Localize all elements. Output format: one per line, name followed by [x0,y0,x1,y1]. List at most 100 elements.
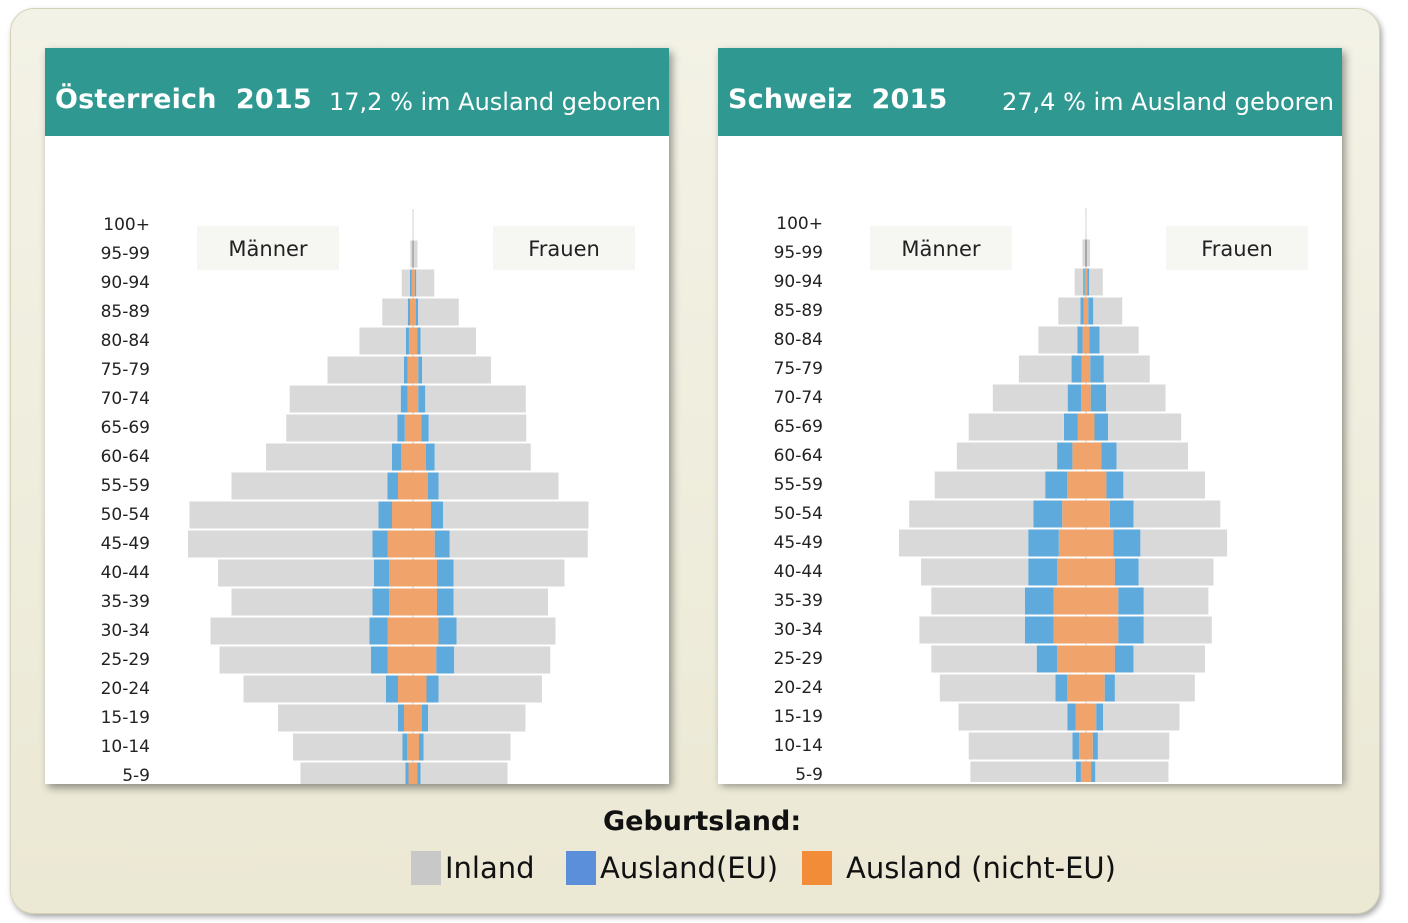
bar-female-inland [414,240,418,268]
bar-male-ausland-nicht-eu [1084,268,1086,296]
maenner-label-box [197,226,339,270]
bar-male-ausland-nicht-eu [1081,355,1086,383]
bar-female-ausland-nicht-eu [413,472,428,500]
age-tick-label: 70-74 [774,388,823,408]
bar-male-ausland-eu [371,646,388,674]
bar-male-inland [968,413,1064,441]
bar-male-ausland-nicht-eu [1062,500,1086,528]
bar-male-ausland-nicht-eu [1075,703,1086,731]
bar-female-ausland-eu [416,298,419,326]
bar-male-ausland-eu [1055,674,1068,702]
bar-female-ausland-eu [1101,442,1117,470]
bar-female-inland [423,733,511,761]
bar-male-ausland-nicht-eu [1079,732,1086,760]
age-tick-label: 85-89 [774,301,823,321]
population-pyramid-chart: 100+ 95-99 90-94 85-89 80-84 75-79 70-74 65-69 6… [774,208,1308,782]
bar-female-ausland-eu [1089,326,1100,354]
bar-female-ausland-nicht-eu [1086,384,1091,412]
bar-male-ausland-eu [1067,384,1082,412]
bar-female-ausland-nicht-eu [1086,355,1091,383]
bar-male-inland [958,703,1068,731]
bar-female-ausland-nicht-eu [1086,558,1115,586]
bar-male-ausland-nicht-eu [1077,413,1086,441]
age-tick-label: 35-39 [101,592,150,612]
bar-female-inland [1133,500,1221,528]
age-tick-label: 80-84 [774,330,823,350]
age-tick-label: 20-24 [101,679,150,699]
bar-male-ausland-nicht-eu [407,385,413,413]
bar-female-ausland-nicht-eu [1086,616,1119,644]
pyramid-panel-austria: Österreich 2015 17,2 % im Ausland gebore… [45,48,669,784]
chart-area: 100+ 95-99 90-94 85-89 80-84 75-79 70-74 65-69 6… [718,136,1342,784]
bar-male-ausland-eu [1072,732,1080,760]
bar-male-ausland-eu [398,704,404,732]
bar-male-ausland-nicht-eu [404,704,413,732]
frauen-label: Frauen [528,237,600,261]
bar-female-ausland-nicht-eu [413,269,415,297]
bar-female-inland [438,472,559,500]
bar-male-ausland-nicht-eu [1067,471,1086,499]
bar-female-ausland-nicht-eu [1086,732,1093,760]
age-tick-label: 65-69 [101,418,150,438]
bar-female-ausland-eu [436,646,455,674]
bar-male-ausland-nicht-eu [1057,645,1086,673]
age-tick-label: 25-29 [101,650,150,670]
population-pyramid-chart: 100+ 95-99 90-94 85-89 80-84 75-79 70-74 65-69 6… [101,209,635,784]
bar-female-ausland-nicht-eu [1086,239,1087,267]
bar-female-inland [1114,674,1195,702]
bar-female-ausland-eu [1092,732,1098,760]
legend-item-inland: Inland [411,850,535,886]
bar-male-ausland-nicht-eu [1085,239,1086,267]
bar-female-ausland-eu [1104,674,1115,702]
bar-male-inland [218,559,374,587]
bar-male-ausland-eu [1084,239,1086,267]
bar-female-ausland-eu [437,588,454,616]
age-tick-label: 80-84 [101,331,150,351]
bar-female-ausland-nicht-eu [1086,413,1095,441]
legend-item-ausland-nicht-eu: Ausland (nicht-EU) [802,850,1116,886]
bar-male-ausland-nicht-eu [389,588,413,616]
bar-female-ausland-nicht-eu [413,501,431,529]
age-tick-label: 45-49 [774,533,823,553]
bar-female-ausland-nicht-eu [413,704,422,732]
age-tick-label: 85-89 [101,302,150,322]
maenner-label: Männer [901,237,981,261]
bar-male-ausland-eu [1036,645,1058,673]
bar-female-inland [1123,471,1205,499]
bar-male-inland [210,617,370,645]
bar-female-ausland-eu [434,530,450,558]
bar-female-ausland-nicht-eu [1086,529,1114,557]
age-tick-label: 30-34 [774,620,823,640]
bar-female-ausland-eu [1114,558,1139,586]
age-tick-label: 15-19 [101,708,150,728]
bar-male-inland [968,732,1073,760]
age-tick-label: 5-9 [122,766,150,784]
bar-female-ausland-eu [428,472,439,500]
bar-male-ausland-eu [405,327,409,355]
bar-female-ausland-nicht-eu [1086,442,1102,470]
bar-female-inland [454,646,551,674]
age-tick-label: 90-94 [774,272,823,292]
bar-male-inland [188,530,373,558]
bar-female-ausland-nicht-eu [413,733,419,761]
chart-title: Schweiz 2015 [728,84,948,115]
bar-male-ausland-eu [407,298,410,326]
bar-male-ausland-nicht-eu [1083,297,1086,325]
bar-male-ausland-nicht-eu [387,530,413,558]
bar-male-ausland-nicht-eu [387,646,413,674]
bar-female-inland [1138,558,1214,586]
bar-male-ausland-nicht-eu [1082,326,1086,354]
bar-male-inland [1058,297,1081,325]
frauen-label: Frauen [1201,237,1273,261]
bar-female-ausland-nicht-eu [1086,761,1092,782]
bar-female-ausland-eu [421,414,429,442]
chart-title: Österreich 2015 [55,84,312,115]
bar-male-inland [939,674,1056,702]
age-tick-label: 60-64 [774,446,823,466]
bar-male-ausland-nicht-eu [410,298,413,326]
bar-male-inland [970,761,1076,782]
bar-male-inland [931,645,1037,673]
bar-female-ausland-eu [438,617,457,645]
age-tick-label: 10-14 [774,736,823,756]
bar-female-ausland-eu [426,675,439,703]
